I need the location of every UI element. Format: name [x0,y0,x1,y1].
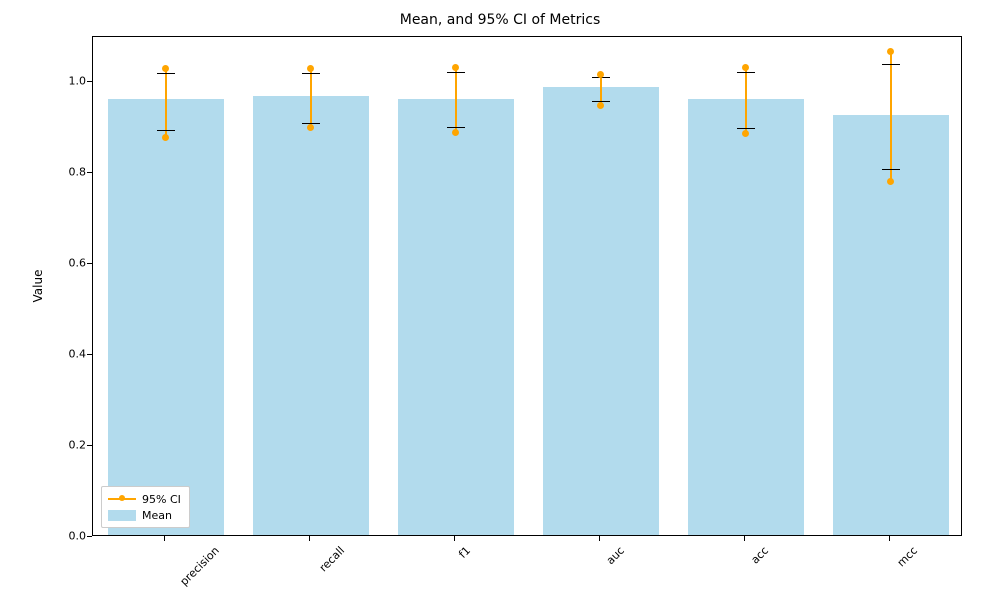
y-tick-mark [87,263,92,264]
y-tick-label: 0.6 [69,257,87,270]
ci-cap [737,72,755,73]
x-tick-mark [599,536,600,541]
ci-line [745,68,747,133]
x-tick-label: acc [748,544,771,567]
y-tick-mark [87,354,92,355]
ci-dot [452,64,459,71]
bar [543,87,659,535]
x-tick-mark [744,536,745,541]
ci-cap [882,169,900,170]
figure: Mean, and 95% CI of Metrics Value 95% CI… [0,0,1000,600]
ci-dot [452,129,459,136]
y-tick-mark [87,536,92,537]
y-tick-label: 0.4 [69,348,87,361]
legend-ci-label: 95% CI [142,493,181,506]
x-tick-mark [164,536,165,541]
ci-cap [157,73,175,74]
ci-dot [597,102,604,109]
y-tick-label: 0.0 [69,530,87,543]
x-tick-label: recall [316,544,346,574]
legend-mean-swatch [108,510,136,521]
y-tick-label: 1.0 [69,75,87,88]
bar [253,96,369,535]
y-tick-mark [87,445,92,446]
chart-title: Mean, and 95% CI of Metrics [0,12,1000,28]
legend-item-ci: 95% CI [108,491,181,507]
ci-cap [447,72,465,73]
ci-line [165,69,167,137]
ci-dot [597,71,604,78]
x-tick-label: precision [177,544,221,588]
ci-line [890,52,892,182]
bar [108,99,224,535]
ci-dot [742,64,749,71]
bar [688,99,804,535]
x-tick-label: f1 [456,544,473,561]
ci-dot [887,48,894,55]
y-axis-label: Value [31,270,45,303]
ci-dot [742,130,749,137]
ci-dot [307,65,314,72]
legend: 95% CI Mean [101,486,190,528]
ci-line [455,67,457,132]
legend-item-mean: Mean [108,507,181,523]
x-tick-mark [309,536,310,541]
x-tick-mark [889,536,890,541]
ci-cap [882,64,900,65]
y-tick-label: 0.8 [69,166,87,179]
y-tick-label: 0.2 [69,439,87,452]
plot-area [92,36,962,536]
y-tick-mark [87,81,92,82]
ci-cap [302,73,320,74]
x-tick-label: mcc [894,544,919,569]
ci-line [310,69,312,128]
legend-mean-label: Mean [142,509,172,522]
y-tick-mark [87,172,92,173]
x-tick-mark [454,536,455,541]
ci-dot [162,65,169,72]
x-tick-label: auc [603,544,626,567]
ci-dot [887,178,894,185]
legend-ci-swatch [108,493,136,505]
bar [398,99,514,535]
ci-dot [162,134,169,141]
ci-cap [157,130,175,131]
